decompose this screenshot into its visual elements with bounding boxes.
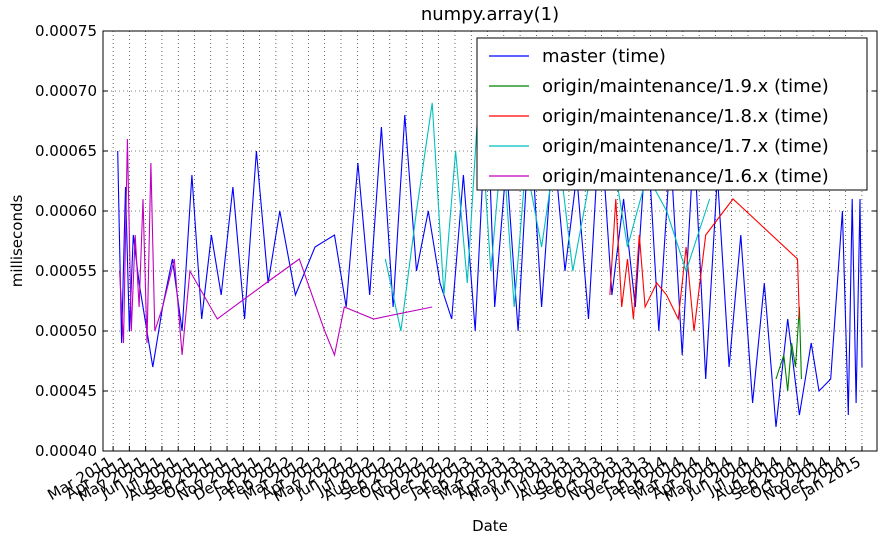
chart-title: numpy.array(1): [421, 4, 559, 25]
y-tick-label: 0.00040: [35, 442, 97, 460]
legend-label: origin/maintenance/1.8.x (time): [542, 106, 829, 127]
series-line: [775, 306, 802, 392]
legend-label: origin/maintenance/1.7.x (time): [542, 136, 829, 157]
y-tick-label: 0.00045: [35, 382, 97, 400]
series-line: [117, 90, 863, 428]
y-tick-label: 0.00065: [35, 142, 97, 160]
plot-area: [117, 90, 863, 428]
y-axis-label: milliseconds: [8, 195, 26, 288]
legend-label: master (time): [542, 46, 666, 67]
y-tick-label: 0.00070: [35, 82, 97, 100]
y-tick-label: 0.00055: [35, 262, 97, 280]
legend-label: origin/maintenance/1.9.x (time): [542, 76, 829, 97]
legend-box: [476, 37, 868, 191]
y-tick-label: 0.00075: [35, 22, 97, 40]
series-line: [609, 198, 800, 332]
legend-label: origin/maintenance/1.6.x (time): [542, 166, 829, 187]
axes-frame: [102, 30, 878, 452]
series-line: [384, 90, 711, 332]
x-axis-label: Date: [472, 517, 508, 535]
y-tick-label: 0.00060: [35, 202, 97, 220]
series-line: [119, 138, 433, 357]
y-tick-label: 0.00050: [35, 322, 97, 340]
